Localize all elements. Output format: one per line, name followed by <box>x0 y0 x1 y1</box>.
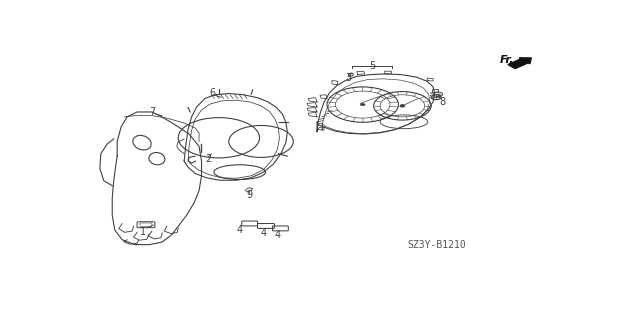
Text: 2: 2 <box>205 154 211 164</box>
Text: Fr.: Fr. <box>499 56 514 65</box>
Text: 7: 7 <box>148 108 155 117</box>
Text: 6: 6 <box>210 88 216 98</box>
Text: 1: 1 <box>140 227 147 237</box>
Text: 5: 5 <box>369 61 376 71</box>
Text: 4: 4 <box>237 225 243 235</box>
Text: 4: 4 <box>260 228 267 238</box>
Text: SZ3Y-B1210: SZ3Y-B1210 <box>408 240 467 249</box>
Text: 9: 9 <box>246 190 253 200</box>
Text: 4: 4 <box>275 230 280 240</box>
Text: 3: 3 <box>346 73 352 83</box>
Circle shape <box>360 103 365 106</box>
Text: 8: 8 <box>439 97 445 107</box>
FancyArrow shape <box>508 58 531 69</box>
Circle shape <box>401 105 404 107</box>
